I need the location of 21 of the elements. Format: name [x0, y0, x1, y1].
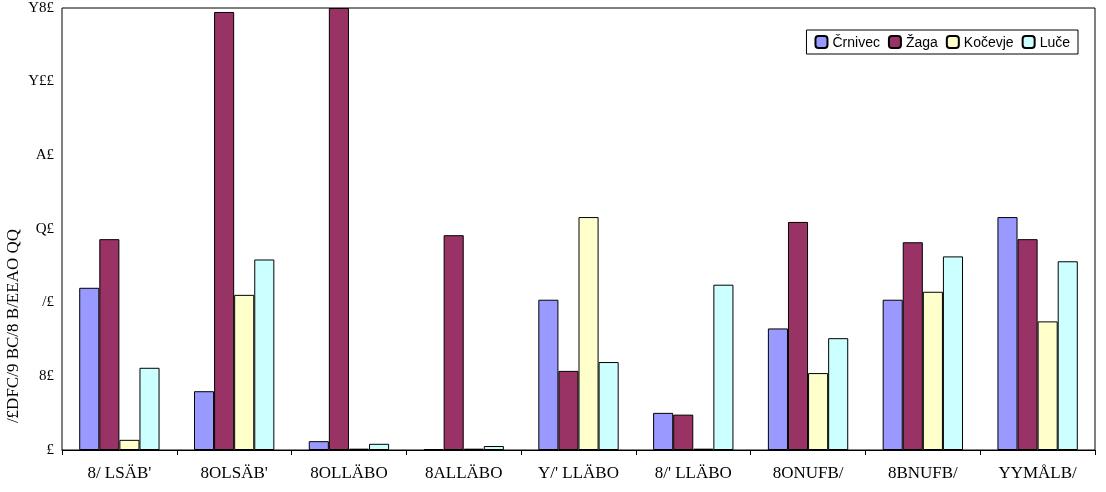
x-tick-label: 8OLSÄB': [200, 463, 268, 482]
text: 8£: [39, 366, 55, 383]
text: Y££: [28, 72, 55, 89]
text: Y8£: [28, 0, 55, 15]
legend-label: Črnivec: [832, 34, 880, 50]
x-tick-label: 8OLLÄBO: [310, 463, 388, 482]
text: Q£: [35, 219, 55, 236]
x-tick-label: Y/' LLÄBO: [538, 463, 619, 482]
legend-label: Kočevje: [963, 34, 1014, 50]
x-tick-label: 8BNUFB/: [887, 463, 959, 482]
x-tick-label: 8ONUFB/: [772, 463, 844, 482]
y-axis-title: /£DFC/9 BC/8 B/EEAO QQ: [3, 229, 22, 424]
x-tick-label: YYMÅLB/: [998, 463, 1078, 482]
text: A£: [35, 145, 55, 162]
legend-label: Žaga: [905, 34, 939, 50]
legend-label: Luče: [1039, 34, 1071, 50]
text: £: [46, 440, 55, 457]
x-tick-label: 8/' LLÄBO: [654, 463, 732, 482]
x-tick-label: 8ALLÄBO: [425, 463, 503, 482]
text: /£: [42, 293, 55, 310]
x-tick-label: 8/ LSÄB': [87, 463, 152, 482]
